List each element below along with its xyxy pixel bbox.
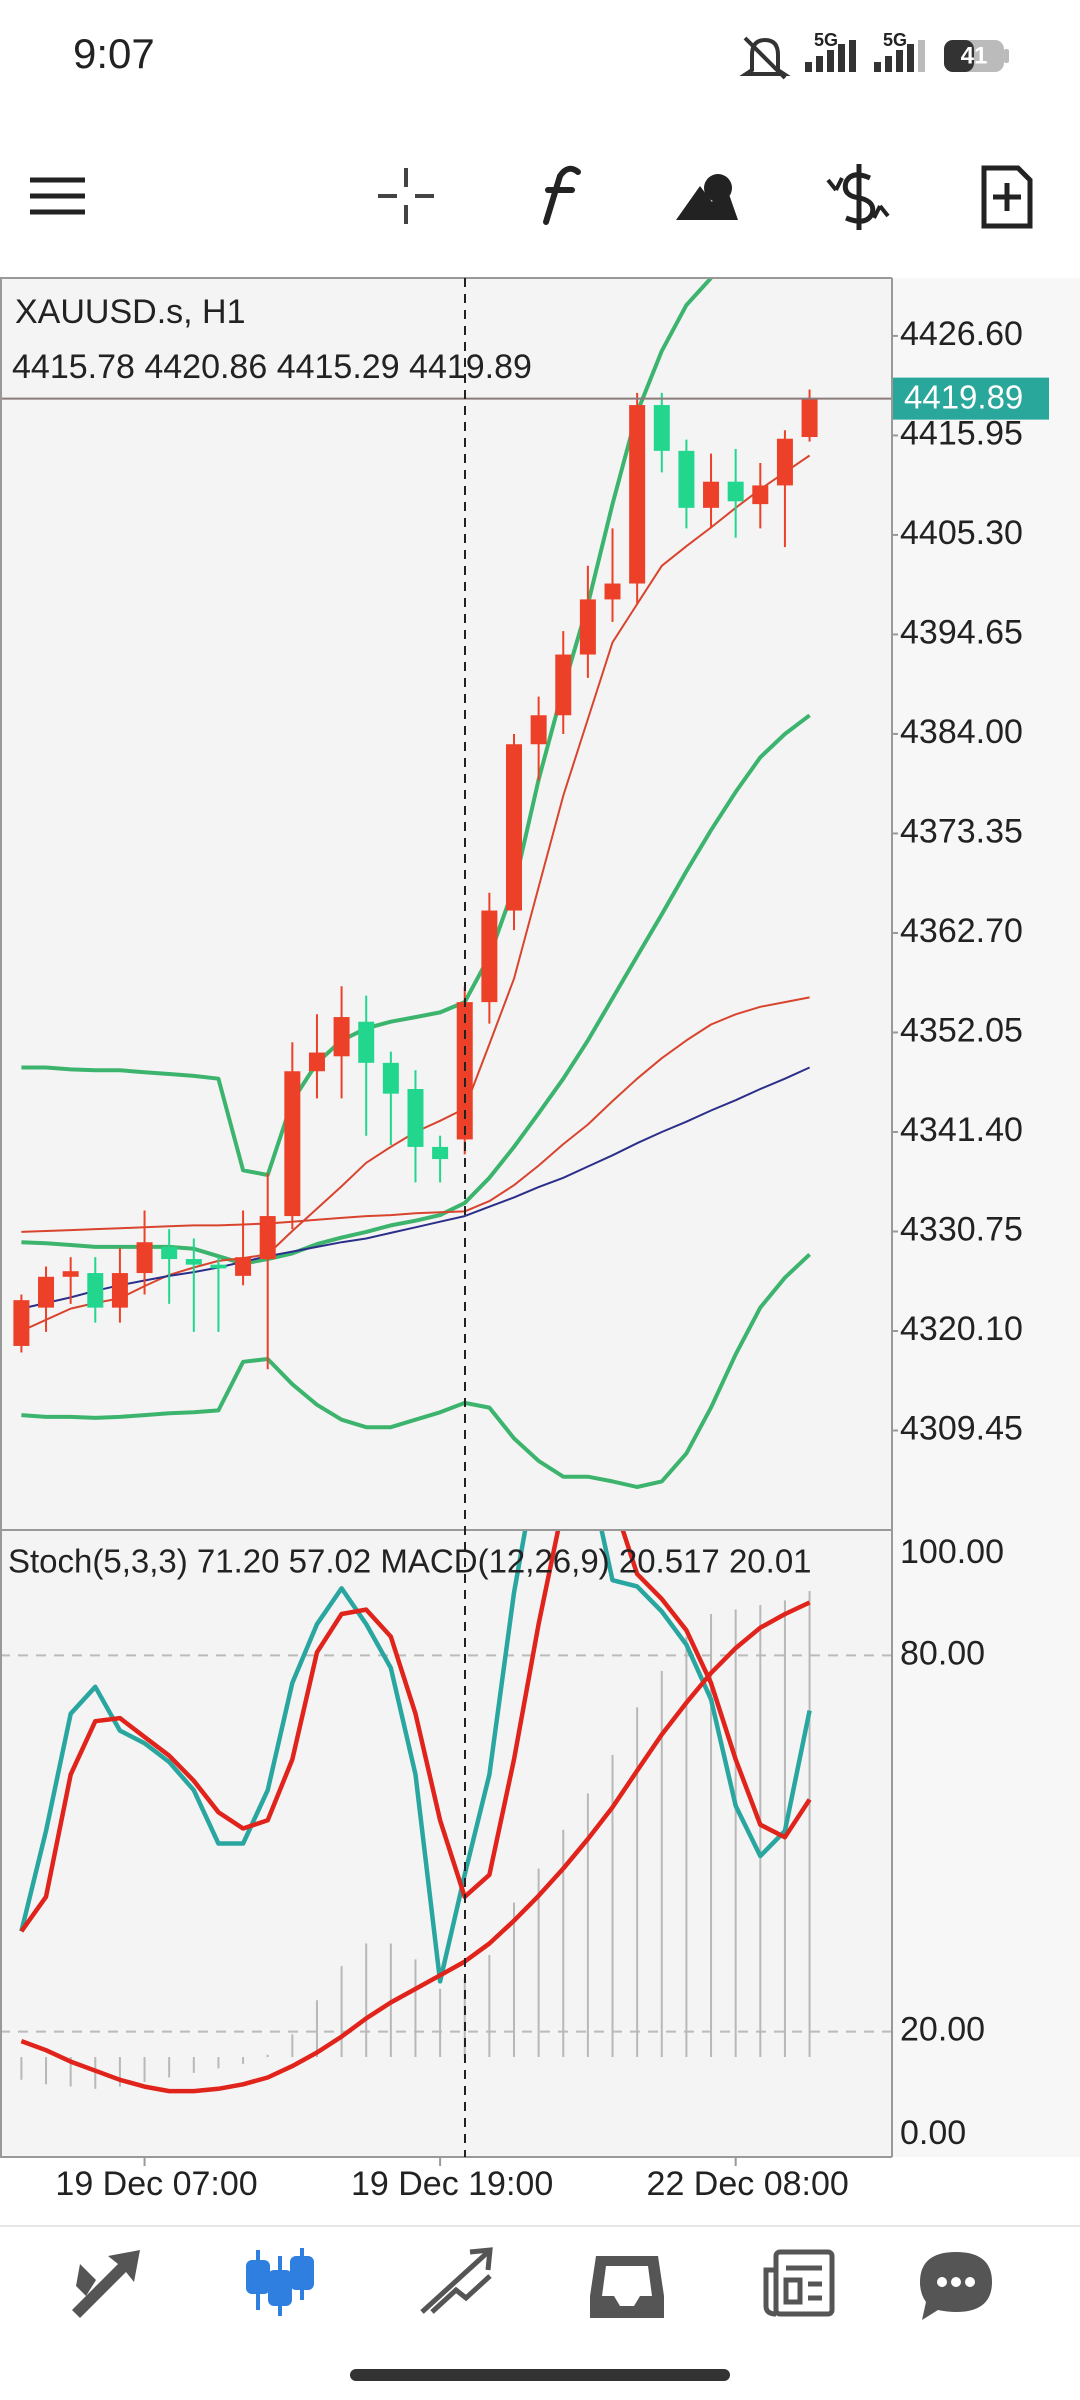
ohlc-readout: 4415.78 4420.86 4415.29 4419.89: [12, 348, 532, 386]
menu-button[interactable]: [30, 177, 85, 215]
chart-title: XAUUSD.s, H1: [15, 293, 246, 331]
crosshair-button[interactable]: [378, 168, 434, 224]
indicator-line: [21, 996, 810, 1233]
trade-button[interactable]: [826, 164, 890, 230]
candle-body: [62, 1271, 79, 1277]
battery: 41: [944, 40, 1009, 72]
candle-body: [506, 744, 522, 911]
toolbar: [30, 164, 1033, 230]
status-bar: 9:07 5G 5G 41: [73, 30, 1009, 80]
candle-body: [629, 405, 646, 584]
candle-body: [13, 1300, 30, 1346]
candle-body: [776, 438, 793, 486]
indicator-line: [19, 1530, 812, 1933]
candle-body: [530, 715, 547, 745]
candle-body: [727, 481, 744, 502]
y-tick-label: 4341.40: [900, 1111, 1023, 1149]
plot-area: [0, 278, 892, 2157]
price-axis-area: [892, 278, 1080, 2157]
y-tick-label: 4426.60: [900, 315, 1023, 353]
candle-body: [111, 1273, 128, 1308]
clock: 9:07: [73, 30, 155, 77]
candle-body: [259, 1216, 276, 1260]
mute-icon: [739, 36, 791, 80]
network-label: 5G: [883, 30, 907, 50]
candle-body: [555, 654, 572, 716]
candle-body: [161, 1246, 178, 1260]
candle-body: [407, 1088, 424, 1147]
candle-body: [210, 1264, 227, 1269]
trade-tab[interactable]: [420, 2247, 493, 2314]
x-tick-label: 22 Dec 08:00: [647, 2165, 849, 2203]
x-tick-label: 19 Dec 19:00: [351, 2165, 553, 2203]
indicator-legend: Stoch(5,3,3) 71.20 57.02 MACD(12,26,9) 2…: [8, 1543, 812, 1580]
candle-body: [481, 910, 498, 1003]
indicators-button[interactable]: [543, 165, 581, 225]
y-tick-label: 4330.75: [900, 1210, 1023, 1248]
y-tick-label: 4415.95: [900, 414, 1023, 452]
candle-body: [801, 398, 818, 438]
candle-body: [333, 1017, 350, 1057]
network-label: 5G: [814, 30, 838, 50]
indicator-line: [21, 713, 811, 1266]
bottom-nav: [72, 2247, 992, 2320]
candle-body: [38, 1276, 55, 1308]
y-tick-label: 80.00: [900, 1634, 985, 1672]
candle-body: [185, 1259, 202, 1265]
candle-body: [235, 1257, 252, 1276]
candle-body: [358, 1021, 375, 1063]
candle-body: [678, 450, 695, 508]
y-tick-label: 4309.45: [900, 1409, 1023, 1447]
indicator-line: [19, 1530, 812, 1984]
indicator-line: [21, 1252, 811, 1489]
main-plot: [13, 278, 818, 1489]
candle-body: [284, 1071, 301, 1217]
candle-body: [752, 485, 769, 505]
chart-overlay: 4426.60 4415.95 4405.30 4394.65 4384.00 4373.…: [0, 315, 1049, 2203]
candle-body: [382, 1062, 399, 1094]
candle-body: [703, 481, 720, 508]
new-order-button[interactable]: [981, 165, 1033, 229]
candle-body: [579, 599, 596, 655]
y-tick-label: 4320.10: [900, 1310, 1023, 1348]
candle-body: [308, 1052, 325, 1072]
x-tick-label: 19 Dec 07:00: [55, 2165, 257, 2203]
price-tag: [893, 377, 1049, 420]
candle-body: [136, 1242, 153, 1274]
chart-tab[interactable]: [246, 2248, 314, 2316]
quotes-tab[interactable]: [72, 2250, 140, 2318]
indicator-line: [21, 1066, 811, 1310]
y-tick-label: 20.00: [900, 2011, 985, 2049]
y-tick-label: 4362.70: [900, 912, 1023, 950]
candle-body: [653, 405, 670, 451]
candle-body: [87, 1273, 104, 1308]
news-tab[interactable]: [763, 2249, 835, 2317]
y-tick-label: 4394.65: [900, 613, 1023, 651]
objects-button[interactable]: [676, 174, 738, 220]
indicator-line: [20, 1600, 811, 2094]
candle-body: [432, 1146, 449, 1160]
sub-plot: [0, 1530, 892, 2094]
chat-tab[interactable]: [920, 2252, 992, 2320]
signal-bars: [874, 40, 925, 72]
y-tick-label: 0.00: [900, 2114, 966, 2152]
y-tick-label: 4384.00: [900, 713, 1023, 751]
candle-body: [604, 583, 621, 600]
signal-bars: [805, 40, 856, 72]
history-tab[interactable]: [590, 2256, 664, 2318]
home-indicator: [350, 2369, 730, 2381]
y-tick-label: 4352.05: [900, 1011, 1023, 1049]
price-tag-label: 4419.89: [904, 378, 1023, 415]
y-tick-label: 100.00: [900, 1533, 1004, 1571]
y-tick-label: 4405.30: [900, 514, 1023, 552]
y-tick-label: 4373.35: [900, 812, 1023, 850]
battery-level: 41: [961, 42, 988, 69]
